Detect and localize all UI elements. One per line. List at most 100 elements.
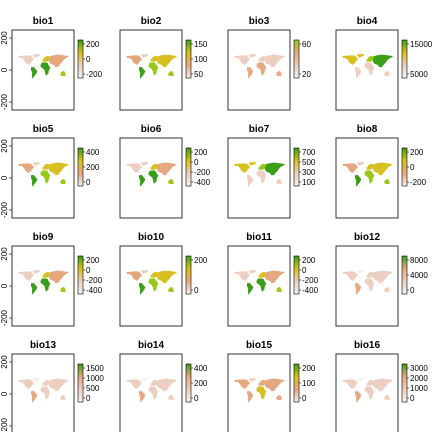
land-australia: [384, 395, 390, 401]
land-asia: [265, 270, 286, 284]
legend-tick-label: 0: [410, 286, 415, 295]
legend-tick-label: 50: [194, 70, 203, 79]
land-australia: [384, 71, 390, 77]
land-greenland: [32, 269, 40, 274]
y-tick-label: 200: [0, 355, 9, 369]
land-africa: [256, 62, 267, 76]
legend-tick-label: 15000: [410, 40, 432, 49]
land-europe: [41, 163, 50, 170]
land-africa: [40, 278, 51, 292]
plot-frame: [335, 29, 399, 111]
land-greenland: [140, 377, 148, 382]
legend-tick-label: 5000: [410, 70, 428, 79]
land-greenland: [32, 377, 40, 382]
legend-tick-label: 0: [86, 55, 91, 64]
map-panel-bio8: bio8 200 0 -200: [335, 124, 427, 219]
land-northAmerica: [126, 163, 142, 173]
land-northAmerica: [126, 271, 142, 281]
legend-bar: [293, 255, 300, 295]
land-southAmerica: [355, 67, 362, 79]
land-australia: [60, 179, 66, 185]
plot-frame: [227, 137, 291, 219]
land-asia: [157, 162, 178, 176]
legend-tick-label: 3000: [410, 364, 428, 373]
land-asia: [373, 162, 394, 176]
land-asia: [49, 54, 70, 68]
plot-frame: [119, 29, 183, 111]
plot-frame: [335, 353, 399, 432]
land-africa: [148, 386, 159, 400]
land-australia: [168, 71, 174, 77]
land-northAmerica: [342, 379, 358, 389]
land-southAmerica: [139, 175, 146, 187]
legend-tick-label: 0: [194, 394, 199, 403]
plot-frame: [227, 353, 291, 432]
land-africa: [364, 62, 375, 76]
legend-tick-label: 200: [194, 256, 208, 265]
panel-title-bio2: bio2: [141, 16, 162, 27]
legend-bar: [77, 39, 84, 79]
land-africa: [40, 62, 51, 76]
land-australia: [168, 287, 174, 293]
plot-frame: [335, 245, 399, 327]
land-southAmerica: [139, 391, 146, 403]
panel-title-bio16: bio16: [354, 340, 381, 351]
land-asia: [265, 378, 286, 392]
land-africa: [148, 278, 159, 292]
map-panel-bio5: bio5 400 200 0 -200 0 200: [0, 124, 100, 219]
land-greenland: [32, 161, 40, 166]
land-australia: [384, 179, 390, 185]
land-asia: [157, 54, 178, 68]
land-europe: [149, 55, 158, 62]
plot-frame: [227, 29, 291, 111]
legend-tick-label: 700: [302, 148, 316, 157]
land-australia: [60, 71, 66, 77]
legend-tick-label: -200: [86, 70, 103, 79]
legend-tick-label: 0: [302, 266, 307, 275]
legend-tick-label: 200: [86, 40, 100, 49]
legend-bar: [185, 147, 192, 187]
legend-tick-label: 200: [86, 256, 100, 265]
land-australia: [276, 71, 282, 77]
panel-title-bio6: bio6: [141, 124, 162, 135]
panel-title-bio14: bio14: [138, 340, 165, 351]
legend-tick-label: 0: [86, 394, 91, 403]
land-northAmerica: [234, 379, 250, 389]
land-australia: [384, 287, 390, 293]
land-australia: [60, 287, 66, 293]
y-tick-label: -200: [0, 201, 9, 218]
panel-title-bio7: bio7: [249, 124, 270, 135]
land-northAmerica: [234, 163, 250, 173]
map-panel-bio4: bio4 15000 5000: [335, 16, 432, 111]
land-greenland: [356, 161, 364, 166]
legend-tick-label: 500: [302, 158, 316, 167]
land-northAmerica: [234, 55, 250, 65]
legend-tick-label: -400: [86, 286, 103, 295]
legend-tick-label: 0: [194, 286, 199, 295]
land-africa: [256, 170, 267, 184]
legend-tick-label: 300: [302, 168, 316, 177]
y-tick-label: 0: [0, 175, 9, 180]
plot-frame: [119, 137, 183, 219]
plot-frame: [11, 245, 75, 327]
legend-bar: [401, 39, 408, 79]
land-southAmerica: [139, 283, 146, 295]
legend-bar: [77, 363, 84, 403]
plot-frame: [335, 137, 399, 219]
panel-title-bio15: bio15: [246, 340, 273, 351]
land-europe: [41, 271, 50, 278]
land-europe: [365, 379, 374, 386]
legend-bar: [401, 363, 408, 403]
land-southAmerica: [31, 67, 38, 79]
land-europe: [365, 271, 374, 278]
land-europe: [365, 163, 374, 170]
land-australia: [60, 395, 66, 401]
land-africa: [40, 170, 51, 184]
land-africa: [364, 386, 375, 400]
legend-tick-label: 0: [86, 266, 91, 275]
land-asia: [265, 54, 286, 68]
land-europe: [257, 55, 266, 62]
